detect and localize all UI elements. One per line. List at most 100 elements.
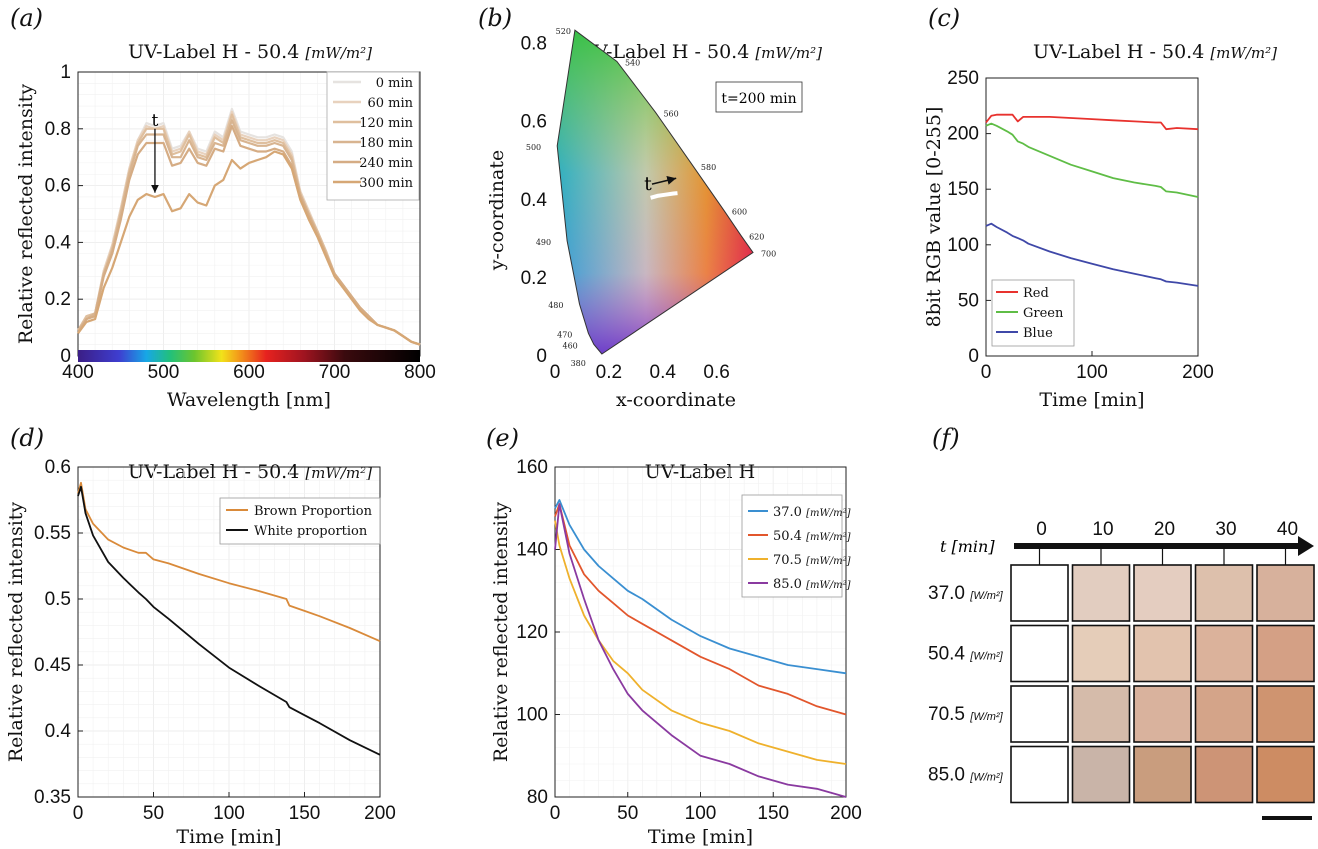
series-line-0 (554, 499, 847, 675)
x-tick-label: 0 (73, 803, 84, 824)
legend-box (326, 71, 420, 201)
row-unit-1: [W/m²] (969, 651, 1003, 663)
chart-title: UV-Label H - 50.4 [mW/m²] (1033, 41, 1277, 63)
row-unit-2: [W/m²] (969, 711, 1003, 723)
color-swatch-3-3 (1194, 745, 1254, 804)
chart-title-text: UV-Label H - 50.4 (578, 41, 755, 63)
legend-label-1: Green (1023, 306, 1064, 321)
color-swatch-0-1 (1071, 564, 1131, 622)
legend-label-3: 180 min (359, 136, 413, 151)
y-tick-label: 0 (536, 346, 547, 367)
legend-value-2: 70.5 (773, 553, 806, 568)
panel-label: (c) (928, 4, 960, 32)
legend-label-2: 70.5 [mW/m²] (773, 553, 851, 568)
y-axis-label: 8bit RGB value [0-255] (923, 107, 945, 328)
wavelength-label-520: 520 (556, 27, 571, 36)
time-axis-arrowhead (1298, 536, 1314, 556)
color-swatch-1-1 (1071, 624, 1131, 683)
x-tick-label: 100 (1076, 362, 1108, 383)
legend-unit-2: [mW/m²] (806, 556, 851, 567)
wavelength-label-500: 500 (526, 143, 541, 152)
time-label-2: 20 (1154, 519, 1175, 540)
y-tick-label: 0.5 (45, 589, 71, 610)
y-tick-label: 200 (947, 124, 979, 145)
y-tick-label: 1 (60, 62, 71, 83)
y-tick-label: 0 (60, 346, 71, 367)
x-tick-label: 600 (233, 362, 265, 383)
row-value-0: 37.0 (928, 583, 970, 604)
y-tick-label: 0.55 (34, 523, 71, 544)
panel-label: (a) (10, 4, 43, 32)
series-line-5 (77, 150, 421, 346)
panel-label: (b) (478, 4, 512, 32)
y-axis-label: Relative reflected intensity (15, 84, 37, 345)
x-tick-label: 50 (617, 803, 638, 824)
row-label-3: 85.0 [W/m²] (928, 765, 1004, 786)
legend-unit-0: [mW/m²] (806, 508, 851, 519)
time-label-1: 10 (1092, 519, 1113, 540)
chart-title: UV-Label H (645, 461, 755, 483)
series-line-2 (985, 222, 1199, 287)
panel-e: (e) UV-Label H 0 50 100 150 200 80 100 120 140 160 T… (486, 424, 862, 848)
wavelength-label-560: 560 (663, 109, 678, 118)
series-line-0 (985, 113, 1199, 131)
y-tick-label: 120 (516, 622, 548, 643)
color-swatch-3-1 (1071, 745, 1131, 804)
y-tick-label: 100 (516, 705, 548, 726)
chart-title-text: UV-Label H - 50.4 (1033, 41, 1210, 63)
legend: Red Green Blue (991, 279, 1075, 347)
panel-c: (c) UV-Label H - 50.4 [mW/m²] 0 100 200 0 50 10… (923, 4, 1277, 411)
legend-label-4: 240 min (359, 156, 413, 171)
row-label-0: 37.0 [W/m²] (928, 583, 1004, 604)
spectrum-colorbar (78, 350, 420, 362)
annotation-box-text: t=200 min (721, 91, 796, 107)
y-tick-label: 0.4 (45, 232, 72, 253)
x-axis-label: Wavelength [nm] (167, 389, 331, 411)
chart-title-unit: [mW/m²] (305, 464, 372, 482)
row-value-2: 70.5 (928, 704, 970, 725)
color-swatch-3-4 (1256, 745, 1315, 804)
color-swatch-0-3 (1194, 564, 1254, 622)
legend-unit-3: [mW/m²] (806, 580, 851, 591)
x-tick-label: 400 (62, 362, 94, 383)
chromaticity-overlay (557, 30, 753, 354)
chart-title: UV-Label H - 50.4 [mW/m²] (128, 41, 372, 63)
y-tick-label: 0.4 (45, 721, 72, 742)
y-tick-label: 0.4 (521, 190, 548, 211)
panel-label: (e) (486, 424, 519, 452)
color-swatch-1-2 (1133, 624, 1192, 683)
x-tick-label: 0.4 (650, 362, 677, 383)
row-value-3: 85.0 (928, 765, 970, 786)
row-unit-0: [W/m²] (969, 590, 1003, 602)
series-line-2 (554, 520, 847, 765)
legend-label-1: White proportion (254, 524, 368, 539)
x-tick-label: 0 (550, 362, 561, 383)
y-tick-label: 0.6 (521, 112, 547, 133)
wavelength-label-700: 700 (761, 249, 776, 258)
color-swatch-3-0 (1010, 745, 1069, 804)
x-tick-label: 200 (364, 803, 396, 824)
color-swatch-1-0 (1010, 624, 1069, 683)
wavelength-label-470: 470 (557, 330, 572, 339)
legend-label-1: 60 min (367, 96, 413, 111)
x-tick-label: 100 (213, 803, 245, 824)
x-tick-label: 800 (404, 362, 436, 383)
color-swatch-1-3 (1194, 624, 1254, 683)
y-tick-label: 0.45 (34, 655, 71, 676)
y-tick-label: 0.6 (45, 176, 71, 197)
wavelength-label-540: 540 (625, 58, 640, 67)
x-tick-label: 150 (289, 803, 321, 824)
y-axis-label: y-coordinate (486, 150, 508, 271)
color-swatch-2-1 (1071, 685, 1131, 743)
y-tick-label: 0 (968, 346, 979, 367)
color-swatch-2-0 (1010, 685, 1069, 743)
wavelength-label-620: 620 (749, 233, 764, 242)
x-tick-label: 500 (148, 362, 180, 383)
color-swatch-2-3 (1194, 685, 1254, 743)
legend-label-2: 120 min (359, 116, 413, 131)
row-label-2: 70.5 [W/m²] (928, 704, 1004, 725)
color-swatch-3-2 (1133, 745, 1192, 804)
y-tick-label: 50 (958, 290, 979, 311)
